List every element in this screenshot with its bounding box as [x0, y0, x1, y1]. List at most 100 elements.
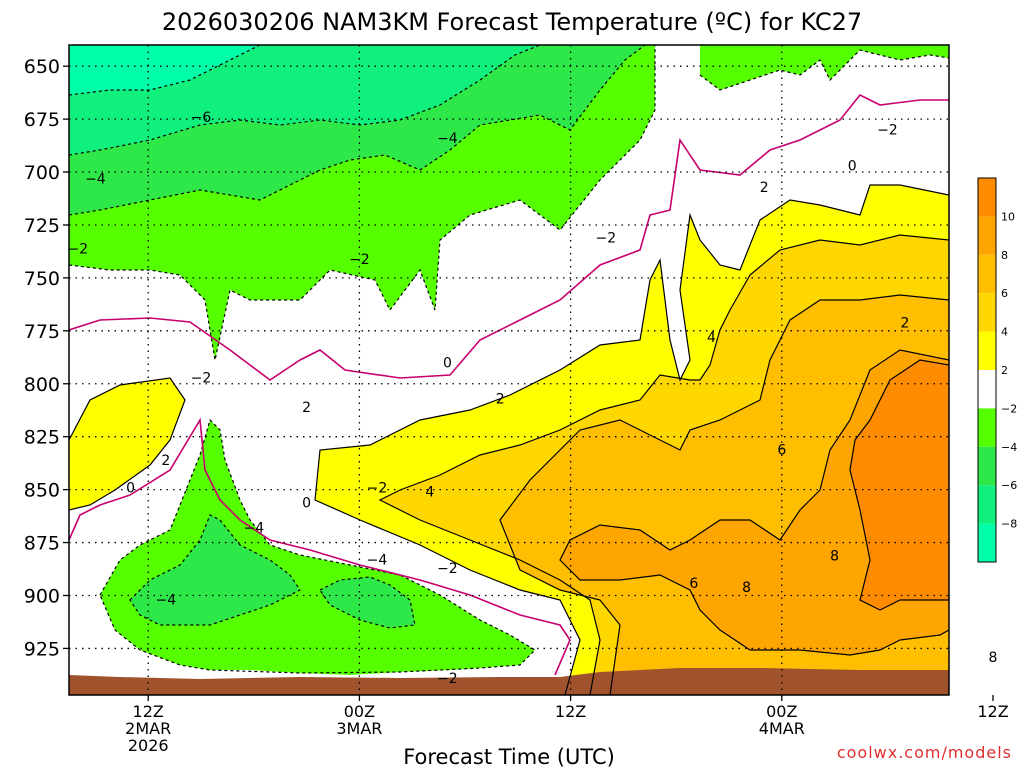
contour-positive	[69, 377, 186, 511]
y-tick-label: 775	[24, 321, 60, 343]
x-tick-label: 2026	[128, 736, 169, 755]
contour-label: −2	[367, 481, 388, 497]
x-tick-label: 00Z	[344, 702, 375, 721]
y-tick-label: 850	[24, 480, 60, 502]
contour-negative	[69, 45, 541, 156]
contour-label: −2	[191, 370, 212, 386]
contour-label: 8	[989, 650, 998, 666]
colorbar-label: 4	[1001, 326, 1008, 339]
plot-area	[69, 45, 949, 695]
x-tick-label: 2MAR	[125, 719, 171, 738]
contour-positive	[314, 184, 949, 695]
colorbar-label: −6	[1001, 479, 1017, 492]
contour-negative	[319, 576, 416, 629]
y-tick-label: 925	[24, 638, 60, 660]
colorbar-label: 2	[1001, 364, 1008, 377]
contour-label: −4	[367, 552, 388, 568]
colorbar-swatch	[978, 408, 996, 447]
contour-label: −2	[877, 123, 898, 139]
contour-negative	[69, 45, 656, 361]
x-axis-label: Forecast Time (UTC)	[403, 745, 615, 768]
y-axis: 650 675 700 725 750 775 800 825 850 875 900 925	[24, 56, 69, 660]
contour-zero	[69, 417, 571, 676]
contour-labels: −6 −4 −4 −2 −2 −2 −2 −2 0 2 2 0 2 4 2 6 2 0 0 −2 −2 4 −4 −4 −4 −2…	[67, 110, 998, 687]
contour-label: 0	[126, 481, 135, 497]
fill-band-minus4-minus6-lower-right	[320, 577, 415, 628]
contour-label: −2	[67, 241, 88, 257]
contour-positive	[849, 359, 949, 611]
fill-band-minus10-upper	[69, 45, 260, 95]
x-tick-label: 12Z	[133, 702, 164, 721]
contour-positive	[378, 234, 949, 695]
colorbar-swatch	[978, 331, 996, 370]
colorbar-swatch	[978, 293, 996, 332]
colorbar-swatch	[978, 523, 996, 562]
colorbar: 10 8 6 4 2 −2 −4 −6 −8	[977, 177, 1017, 563]
fill-band-2-4-left	[69, 378, 185, 510]
y-tick-label: 675	[24, 109, 60, 131]
y-tick-label: 725	[24, 215, 60, 237]
contour-label: −2	[349, 252, 370, 268]
x-tick-label: 4MAR	[759, 719, 805, 738]
colorbar-swatch	[978, 216, 996, 255]
fill-band-10-plus	[850, 360, 949, 610]
colorbar-label: 6	[1001, 287, 1008, 300]
y-tick-label: 700	[24, 162, 60, 184]
contour-label: −2	[437, 561, 458, 577]
y-tick-label: 750	[24, 268, 60, 290]
x-tick-label: 3MAR	[336, 719, 382, 738]
contour-label: 2	[760, 180, 769, 196]
contour-label: 0	[302, 495, 311, 511]
fill-band-8-10	[560, 350, 949, 655]
x-tick-label: 12Z	[977, 702, 1008, 721]
contour-label: 2	[302, 400, 311, 416]
plot-frame	[68, 44, 950, 696]
contour-zero	[69, 93, 949, 381]
fill-band-minus4-minus6-lower	[130, 515, 300, 625]
contour-label: 2	[496, 392, 505, 408]
contour-label: 6	[689, 576, 698, 592]
contour-label: 2	[161, 453, 170, 469]
contour-label: −4	[243, 521, 264, 537]
colorbar-swatch	[978, 254, 996, 294]
y-tick-label: 825	[24, 427, 60, 449]
y-tick-label: 800	[24, 374, 60, 396]
colorbar-label: −4	[1001, 441, 1017, 454]
colorbar-swatch	[978, 370, 996, 409]
contour-label: 6	[777, 442, 786, 458]
contour-label: −4	[85, 171, 106, 187]
contour-label: 2	[901, 315, 910, 331]
fill-band-minus4-topright	[700, 45, 949, 90]
contour-negative	[129, 514, 301, 626]
contour-label: −2	[437, 671, 458, 687]
colorbar-label: −2	[1001, 402, 1017, 415]
colorbar-swatch	[978, 178, 996, 217]
y-tick-label: 875	[24, 533, 60, 555]
y-tick-label: 650	[24, 56, 60, 78]
colorbar-swatch	[978, 485, 996, 524]
contour-label: −4	[437, 131, 458, 147]
x-tick-label: 00Z	[766, 702, 797, 721]
contour-label: 4	[707, 330, 716, 346]
contour-label: −2	[595, 231, 616, 247]
credit-text[interactable]: coolwx.com/models	[837, 743, 1012, 762]
colorbar-label: −8	[1001, 518, 1017, 531]
y-tick-label: 900	[24, 585, 60, 607]
chart-title: 2026030206 NAM3KM Forecast Temperature (…	[162, 8, 862, 36]
contour-label: 0	[848, 159, 857, 175]
contour-label: −4	[155, 593, 176, 609]
contour-positive	[499, 294, 949, 695]
colorbar-frame	[977, 177, 997, 563]
contour-label: −6	[191, 110, 212, 126]
contour-label: 8	[830, 548, 839, 564]
ground-surface	[69, 668, 949, 695]
colorbar-label: 10	[1001, 210, 1015, 223]
contour-label: 8	[742, 580, 751, 596]
grid-lines	[69, 45, 949, 695]
colorbar-swatch	[978, 446, 996, 486]
contour-negative	[69, 45, 646, 216]
contour-negative	[699, 49, 949, 91]
contour-label: 4	[425, 485, 434, 501]
